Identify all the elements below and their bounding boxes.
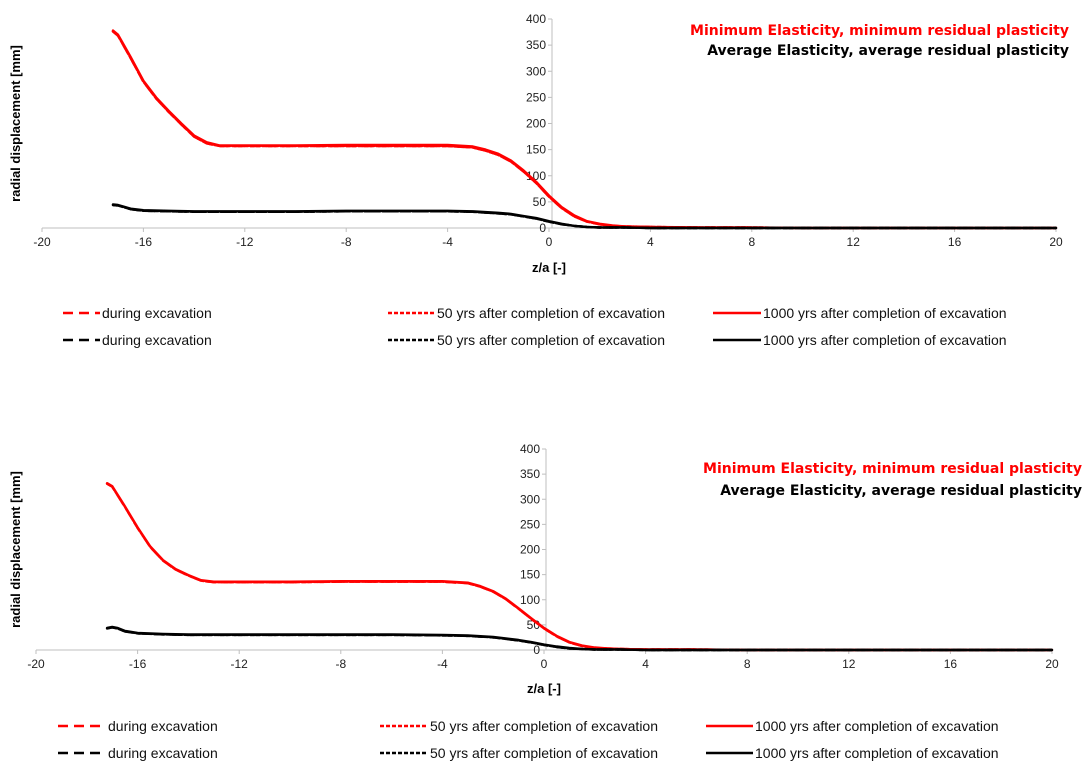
legend-label: 50 yrs after completion of excavation xyxy=(430,745,658,761)
legend-label: 50 yrs after completion of excavation xyxy=(437,332,665,348)
x-tick-label: 4 xyxy=(642,657,649,671)
annotation-minimum: Minimum Elasticity, minimum residual pla… xyxy=(690,23,1069,39)
x-tick-label: 16 xyxy=(948,235,962,249)
series-line-2 xyxy=(105,482,1054,652)
series-line-1 xyxy=(105,482,1054,652)
y-tick-label: 300 xyxy=(520,492,540,506)
annotation-average: Average Elasticity, average residual pla… xyxy=(707,43,1069,59)
legend: during excavation 50 yrs after completion… xyxy=(58,718,999,761)
y-tick-label: 0 xyxy=(533,643,540,657)
x-tick-label: -8 xyxy=(341,235,352,249)
y-tick-label: 0 xyxy=(539,221,546,235)
annotation-minimum: Minimum Elasticity, minimum residual pla… xyxy=(703,461,1082,477)
x-tick-label: -20 xyxy=(27,657,45,671)
y-tick-label: 250 xyxy=(526,90,546,104)
legend-label: during excavation xyxy=(108,745,218,761)
x-tick-label: 8 xyxy=(744,657,751,671)
x-tick-label: -8 xyxy=(335,657,346,671)
series-line-6 xyxy=(111,203,1058,230)
y-tick-label: 150 xyxy=(526,143,546,157)
x-tick-label: -12 xyxy=(236,235,254,249)
chart-1: -20 -16 -12 -8 -4 0 4 8 12 16 20050100150200250300… xyxy=(8,12,1069,348)
legend-label: 50 yrs after completion of excavation xyxy=(437,305,665,321)
y-tick-label: 400 xyxy=(526,12,546,26)
y-tick-label: 200 xyxy=(526,117,546,131)
legend-label: 1000 yrs after completion of excavation xyxy=(763,332,1007,348)
x-tick-label: -20 xyxy=(33,235,51,249)
legend-label: 50 yrs after completion of excavation xyxy=(430,718,658,734)
x-tick-label: -12 xyxy=(231,657,249,671)
legend-label: 1000 yrs after completion of excavation xyxy=(755,718,999,734)
legend-label: during excavation xyxy=(108,718,218,734)
legend-label: during excavation xyxy=(102,332,212,348)
x-axis-title: z/a [-] xyxy=(532,260,566,275)
legend: during excavation 50 yrs after completion… xyxy=(63,305,1007,348)
x-axis-title: z/a [-] xyxy=(527,681,561,696)
y-tick-label: 200 xyxy=(520,543,540,557)
y-tick-label: 250 xyxy=(520,517,540,531)
y-tick-label: 50 xyxy=(533,195,547,209)
annotation-average: Average Elasticity, average residual pla… xyxy=(720,483,1082,499)
x-tick-label: 8 xyxy=(748,235,755,249)
series-line-1 xyxy=(111,30,1058,230)
y-tick-label: 150 xyxy=(520,568,540,582)
y-tick-label: 100 xyxy=(520,593,540,607)
x-tick-label: 4 xyxy=(647,235,654,249)
legend-label: 1000 yrs after completion of excavation xyxy=(755,745,999,761)
chart-2: -20 -16 -12 -8 -4 0 4 8 12 16 20050100150200250300… xyxy=(8,442,1082,761)
x-tick-label: 20 xyxy=(1049,235,1063,249)
y-tick-label: 350 xyxy=(520,467,540,481)
series-line-5 xyxy=(111,203,1058,230)
x-tick-label: 0 xyxy=(541,657,548,671)
series-line-3 xyxy=(105,482,1054,652)
legend-label: 1000 yrs after completion of excavation xyxy=(763,305,1007,321)
x-tick-label: -16 xyxy=(135,235,153,249)
x-tick-label: 12 xyxy=(847,235,861,249)
x-tick-label: 16 xyxy=(944,657,958,671)
series-line-4 xyxy=(105,626,1054,652)
y-axis-title: radial displacement [mm] xyxy=(8,45,23,202)
x-tick-label: 0 xyxy=(546,235,553,249)
x-tick-label: -4 xyxy=(442,235,453,249)
series-line-5 xyxy=(105,626,1054,652)
series-line-3 xyxy=(111,29,1058,230)
y-tick-label: 350 xyxy=(526,38,546,52)
series-line-2 xyxy=(111,30,1058,230)
series-line-6 xyxy=(105,625,1054,652)
x-tick-label: -16 xyxy=(129,657,147,671)
y-tick-label: 300 xyxy=(526,64,546,78)
x-tick-label: 12 xyxy=(842,657,856,671)
y-tick-label: 400 xyxy=(520,442,540,456)
series-line-4 xyxy=(111,203,1058,230)
legend-label: during excavation xyxy=(102,305,212,321)
x-tick-label: -4 xyxy=(437,657,448,671)
y-axis-title: radial displacement [mm] xyxy=(8,471,23,628)
x-tick-label: 20 xyxy=(1045,657,1059,671)
